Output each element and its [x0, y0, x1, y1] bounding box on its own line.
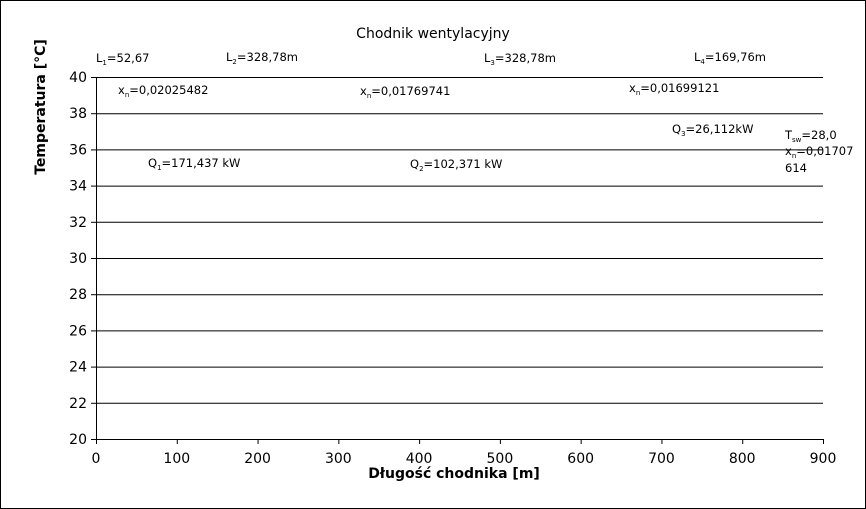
y-axis-title: Temperatura [°C]: [33, 39, 49, 175]
axes: [91, 77, 824, 444]
x-tick-labels: 0 100 200 300 400 500 600 700 800 900: [92, 451, 837, 467]
y-tick-label-30: 30: [69, 251, 87, 267]
x-tick-label-100: 100: [163, 451, 190, 467]
x-tick-label-700: 700: [648, 451, 675, 467]
x-tick-label-500: 500: [487, 451, 514, 467]
annotation-xn-2: xn=0,01769741: [360, 84, 450, 100]
y-tick-label-36: 36: [69, 142, 87, 158]
annotation-xn-4-continued: 614: [785, 161, 807, 175]
annotation-q3: Q3=26,112kW: [672, 122, 753, 138]
grid-lines: [96, 77, 823, 404]
y-tick-label-40: 40: [69, 70, 87, 86]
y-tick-labels: 20 22 24 26 28 30 32 34 36 38 40: [69, 70, 87, 448]
annotation-xn-1: xn=0,02025482: [118, 83, 208, 99]
x-axis-title: Długość chodnika [m]: [368, 466, 540, 482]
y-tick-label-22: 22: [69, 396, 87, 412]
y-tick-label-24: 24: [69, 360, 87, 376]
chart-title: Chodnik wentylacyjny: [356, 26, 510, 42]
x-tick-label-200: 200: [244, 451, 271, 467]
annotation-xn-4: xn=0,01707: [785, 144, 853, 160]
y-tick-label-28: 28: [69, 287, 87, 303]
annotation-tsw: Tsw=28,0: [784, 128, 837, 144]
x-tick-label-600: 600: [567, 451, 594, 467]
x-tick-label-300: 300: [325, 451, 352, 467]
y-tick-label-38: 38: [69, 106, 87, 122]
annotations: L1=52,67 L2=328,78m L3=328,78m L4=169,76…: [96, 50, 853, 175]
annotation-q2: Q2=102,371 kW: [410, 157, 502, 173]
y-tick-label-34: 34: [69, 179, 87, 195]
y-tick-label-20: 20: [69, 432, 87, 448]
x-tick-label-400: 400: [406, 451, 433, 467]
annotation-q1: Q1=171,437 kW: [148, 156, 240, 172]
x-tick-label-0: 0: [92, 451, 101, 467]
annotation-l3: L3=328,78m: [484, 51, 556, 67]
x-tick-label-800: 800: [729, 451, 756, 467]
annotation-l2: L2=328,78m: [226, 50, 298, 66]
y-tick-label-32: 32: [69, 215, 87, 231]
annotation-l4: L4=169,76m: [694, 50, 766, 66]
x-tick-label-900: 900: [810, 451, 837, 467]
y-tick-label-26: 26: [69, 323, 87, 339]
annotation-l1: L1=52,67: [96, 51, 149, 67]
annotation-xn-3: xn=0,01699121: [629, 81, 719, 97]
